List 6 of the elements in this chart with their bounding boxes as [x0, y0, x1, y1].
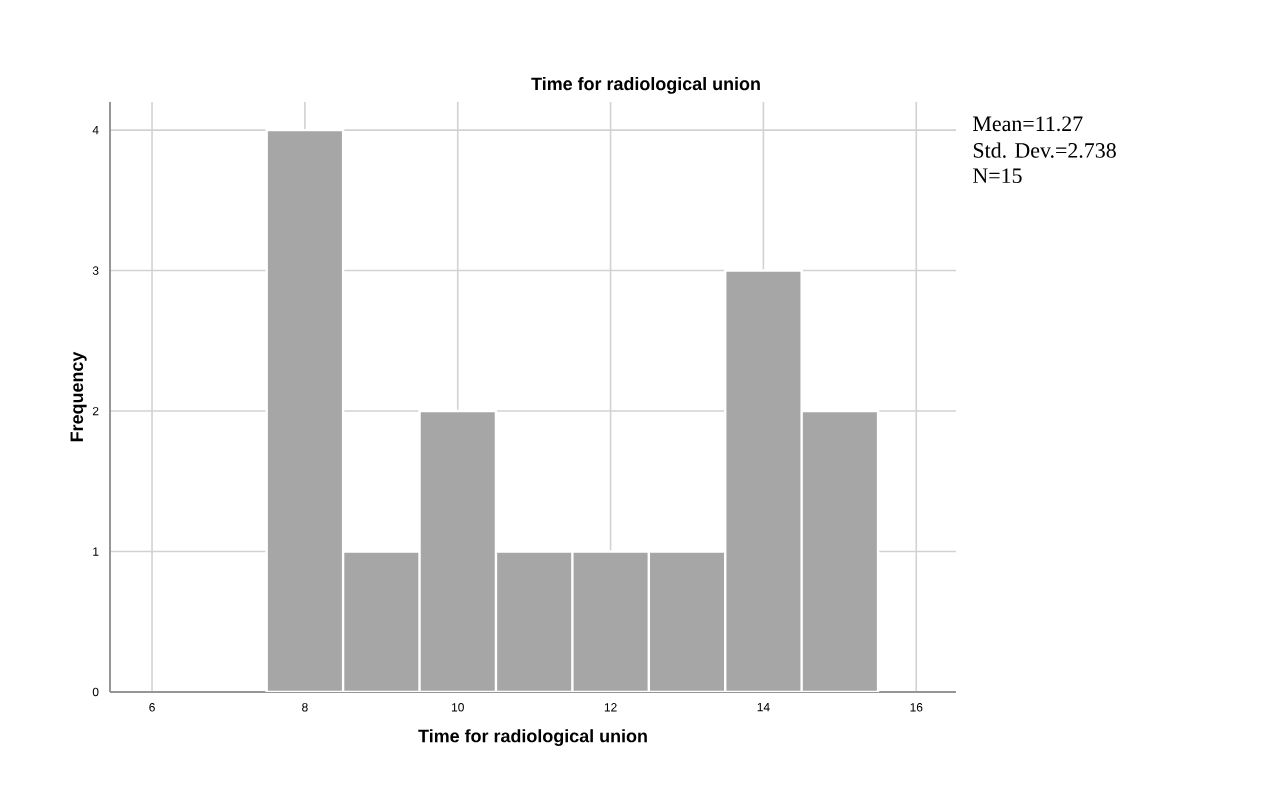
text: N=15	[973, 168, 1022, 184]
text: Std. Dev.=2.738	[973, 142, 1116, 158]
text: Mean=11.27	[973, 116, 1083, 132]
x-axis-title: Time for radiological union	[418, 729, 647, 746]
chart-title: Time for radiological union	[531, 77, 760, 94]
y-axis-title: Frequency	[70, 351, 87, 442]
